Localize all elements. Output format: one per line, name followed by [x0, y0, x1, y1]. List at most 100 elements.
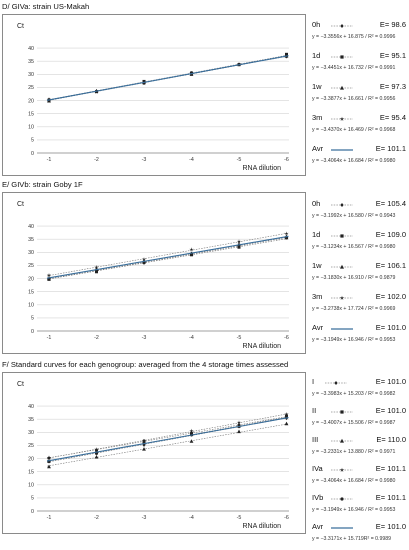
- data-point-3m: [189, 70, 194, 76]
- x-tick-label: -6: [284, 515, 289, 521]
- y-tick-label: 10: [28, 303, 34, 309]
- y-tick-label: 30: [28, 72, 34, 78]
- legend-key: IVb: [312, 493, 324, 502]
- legend-symbol: [331, 234, 353, 238]
- legend-marker: [339, 295, 345, 300]
- data-point-1d: [237, 245, 241, 249]
- data-point-1w: [47, 276, 51, 281]
- legend-equation: y = −3.1992x + 16.580 / R² = 0.9943: [312, 213, 396, 219]
- x-axis-label: RNA dilution: [242, 165, 281, 172]
- legend-key: 1w: [312, 261, 322, 270]
- legend-entry: 1d E= 109.0 y = −3.1234x + 16.567 / R² = 0…: [312, 230, 408, 258]
- legend-entry: Avr E= 101.1 y = −3.4064x + 16.684 / R² = …: [312, 144, 408, 172]
- y-axis-label: Ct: [17, 201, 24, 208]
- legend-symbol: [331, 295, 353, 300]
- x-tick-label: -5: [237, 515, 242, 521]
- y-tick-label: 25: [28, 443, 34, 449]
- legend-symbol: [331, 410, 353, 414]
- y-tick-label: 20: [28, 276, 34, 282]
- legend-equation: y = −3.4064x + 16.684 / R² = 0.9980: [312, 158, 396, 164]
- legend-equation: y = −3.3877x + 16.661 / R² = 0.9956: [312, 96, 396, 102]
- legend-symbol: [331, 438, 353, 443]
- data-point-3m: [284, 231, 289, 236]
- fit-line-iva: [46, 413, 289, 459]
- legend-symbol: [331, 497, 353, 501]
- legend-key: Avr: [312, 323, 324, 332]
- legend-marker: [340, 55, 344, 59]
- y-tick-label: 15: [28, 289, 34, 295]
- y-tick-label: 0: [31, 329, 34, 335]
- legend-key: IVa: [312, 464, 323, 473]
- data-point-iii: [94, 454, 99, 459]
- y-tick-label: 5: [31, 316, 34, 322]
- x-tick-label: -1: [47, 157, 52, 163]
- y-axis-label: Ct: [17, 381, 24, 388]
- legend-marker: [340, 497, 344, 501]
- legend-entry: 3m E= 102.0 y = −3.2738x + 17.724 / R² = 0…: [312, 292, 408, 320]
- legend-entry: 0h E= 98.6 y = −3.3556x + 16.875 / R² = 0.…: [312, 20, 408, 48]
- fit-line-3m: [46, 232, 289, 277]
- legend-marker: [340, 203, 344, 207]
- legend-efficiency: E= 95.4: [379, 113, 406, 122]
- legend-equation: y = −3.4451x + 16.732 / R² = 0.9991: [312, 65, 396, 71]
- legend-equation: y = −3.1949x + 16.946 / R² = 0.9953: [312, 507, 396, 513]
- legend-marker: [339, 467, 345, 472]
- x-axis-label: RNA dilution: [242, 343, 281, 350]
- y-tick-label: 5: [31, 138, 34, 144]
- panel-f-title: F/ Standard curves for each genogroup: a…: [2, 360, 289, 369]
- data-point-ivb: [142, 439, 146, 443]
- y-tick-label: 20: [28, 98, 34, 104]
- x-tick-label: -3: [142, 335, 147, 341]
- legend-entry: Avr E= 101.0 y = −3.1949x + 16.946 / R² = …: [312, 323, 408, 351]
- legend-entry: 1d E= 95.1 y = −3.4451x + 16.732 / R² = 0.…: [312, 51, 408, 79]
- legend-equation: y = −3.3983x + 15.203 / R² = 0.9982: [312, 391, 396, 397]
- legend-equation: y = −3.4064x + 16.684 / R² = 0.9980: [312, 478, 396, 484]
- legend-marker: [339, 116, 345, 121]
- data-point-ivb: [47, 456, 51, 460]
- y-tick-label: 40: [28, 224, 34, 230]
- y-tick-label: 15: [28, 111, 34, 117]
- data-point-iii: [284, 421, 289, 426]
- legend-efficiency: E= 101.0: [375, 323, 406, 332]
- legend-efficiency: E= 98.6: [379, 20, 406, 29]
- x-axis-label: RNA dilution: [242, 523, 281, 530]
- legend-key: I: [312, 377, 315, 386]
- x-tick-label: -5: [237, 157, 242, 163]
- x-tick-label: -4: [189, 515, 194, 521]
- y-tick-label: 10: [28, 125, 34, 131]
- y-axis-label: Ct: [17, 23, 24, 30]
- fit-line-0h: [46, 236, 289, 280]
- legend-entry: 1w E= 106.1 y = −3.1830x + 16.910 / R² = 0…: [312, 261, 408, 289]
- legend-equation: y = −3.4007x + 15.506 / R² = 0.9987: [312, 420, 396, 426]
- legend-symbol: [331, 467, 353, 472]
- legend-efficiency: E= 101.1: [375, 144, 406, 153]
- legend-symbol: [325, 381, 347, 385]
- x-tick-label: -5: [237, 335, 242, 341]
- y-tick-label: 40: [28, 404, 34, 410]
- y-tick-label: 20: [28, 456, 34, 462]
- fit-line-iii: [46, 423, 289, 467]
- legend-efficiency: E= 105.4: [375, 199, 406, 208]
- panel-d-title: D/ GIVa: strain US-Makah: [2, 2, 90, 11]
- data-point-ivb: [285, 414, 288, 418]
- legend-equation: y = −3.2738x + 17.724 / R² = 0.9969: [312, 306, 396, 312]
- y-tick-label: 10: [28, 483, 34, 489]
- data-point-3m: [94, 265, 99, 270]
- data-point-3m: [189, 247, 194, 252]
- legend-marker: [340, 24, 344, 28]
- legend-efficiency: E= 97.3: [379, 82, 406, 91]
- x-tick-label: -3: [142, 157, 147, 163]
- legend-symbol: [331, 85, 353, 90]
- legend-equation: y = −3.1949x + 16.946 / R² = 0.9953: [312, 337, 396, 343]
- legend-key: Avr: [312, 144, 324, 153]
- legend-key: 3m: [312, 292, 323, 301]
- legend-marker: [340, 264, 344, 269]
- x-tick-label: -4: [189, 335, 194, 341]
- panel-d-chart: Ct 0 5 10 15 20 25 30 35 40 -1 -2 -3 -4 -5 -6 RNA diluti…: [2, 14, 306, 176]
- fit-line-i: [46, 417, 289, 463]
- legend-equation: y = −3.1234x + 16.567 / R² = 0.9980: [312, 244, 396, 250]
- panel-e-title: E/ GIVb: strain Goby 1F: [2, 180, 83, 189]
- legend-entry: IVb E= 101.1 y = −3.1949x + 16.946 / R² = …: [312, 493, 408, 521]
